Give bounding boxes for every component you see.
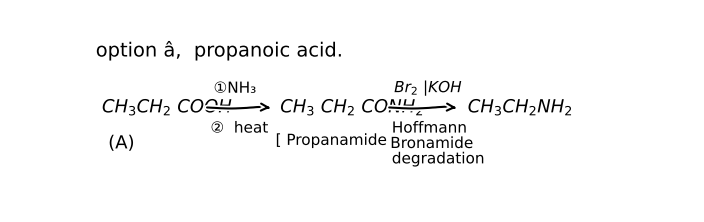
Text: [ Propanamide ]: [ Propanamide ] — [275, 133, 398, 148]
Text: $\mathit{CH_3CH_2NH_2}$: $\mathit{CH_3CH_2NH_2}$ — [467, 97, 573, 117]
Text: option â,  propanoic acid.: option â, propanoic acid. — [96, 40, 344, 61]
Text: ①NH₃: ①NH₃ — [213, 81, 256, 96]
Text: $\mathit{CH_3CH_2\ COOH}$: $\mathit{CH_3CH_2\ COOH}$ — [102, 97, 233, 117]
Text: Bronamide: Bronamide — [390, 136, 474, 151]
Text: Hoffmann: Hoffmann — [392, 121, 467, 136]
Text: ②  heat: ② heat — [210, 121, 268, 136]
Text: $\mathit{CH_3\ CH_2\ CONH_2}$: $\mathit{CH_3\ CH_2\ CONH_2}$ — [280, 97, 424, 117]
Text: (A): (A) — [108, 135, 134, 153]
Text: $\mathit{Br_2}$ $|KOH$: $\mathit{Br_2}$ $|KOH$ — [394, 78, 463, 98]
Text: degradation: degradation — [392, 151, 485, 166]
